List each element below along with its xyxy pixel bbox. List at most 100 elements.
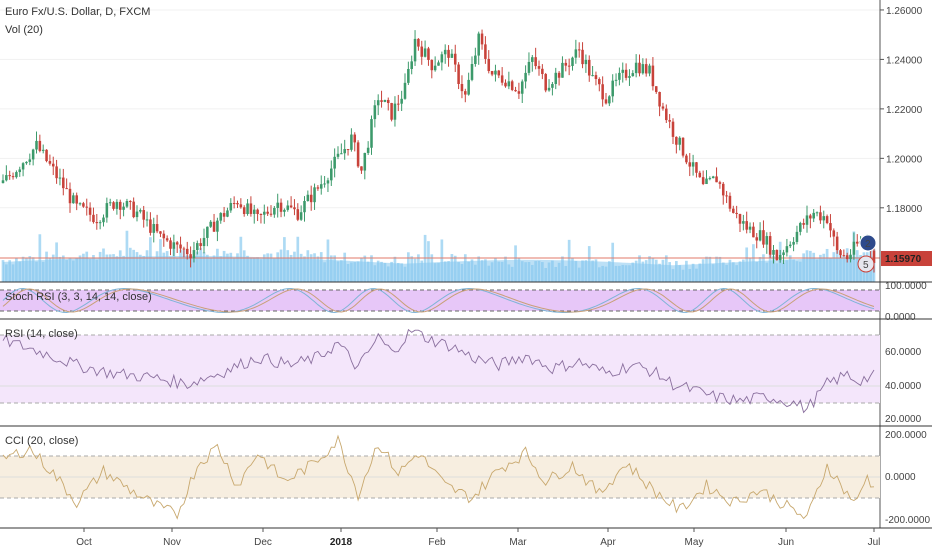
candle-body[interactable]	[88, 207, 92, 215]
candle-body[interactable]	[651, 65, 655, 87]
candle-body[interactable]	[266, 211, 269, 214]
candle-body[interactable]	[11, 176, 15, 178]
candle-body[interactable]	[561, 62, 564, 78]
candle-body[interactable]	[336, 153, 340, 157]
candle-body[interactable]	[263, 211, 266, 215]
candle-body[interactable]	[330, 168, 333, 181]
candle-body[interactable]	[360, 166, 363, 171]
candle-body[interactable]	[112, 202, 115, 209]
candle-body[interactable]	[175, 242, 179, 245]
candle-body[interactable]	[688, 162, 692, 167]
candle-body[interactable]	[21, 163, 25, 170]
candle-body[interactable]	[279, 202, 283, 212]
price-axis[interactable]: 1.26000 1.24000 1.22000 1.20000 1.18000	[880, 6, 923, 215]
candle-body[interactable]	[363, 152, 367, 171]
candle-body[interactable]	[668, 120, 671, 122]
candle-body[interactable]	[855, 241, 859, 244]
candle-body[interactable]	[507, 81, 511, 87]
candle-body[interactable]	[681, 137, 685, 156]
candle-body[interactable]	[356, 142, 360, 167]
candle-body[interactable]	[504, 82, 507, 87]
candle-body[interactable]	[410, 61, 413, 70]
candle-body[interactable]	[628, 76, 631, 78]
candle-body[interactable]	[105, 203, 109, 218]
candle-body[interactable]	[118, 201, 122, 210]
candle-body[interactable]	[162, 233, 166, 239]
candle-body[interactable]	[732, 208, 735, 213]
candle-body[interactable]	[202, 237, 206, 247]
candle-body[interactable]	[437, 62, 440, 66]
candle-body[interactable]	[165, 238, 169, 241]
candle-body[interactable]	[500, 75, 504, 83]
candle-body[interactable]	[547, 87, 551, 91]
candle-body[interactable]	[554, 72, 558, 85]
candle-body[interactable]	[45, 149, 48, 162]
candle-body[interactable]	[497, 70, 501, 76]
candle-body[interactable]	[1, 180, 5, 184]
candle-body[interactable]	[762, 230, 765, 245]
candle-body[interactable]	[849, 254, 852, 260]
candle-body[interactable]	[531, 57, 534, 62]
candle-body[interactable]	[206, 226, 209, 238]
candle-body[interactable]	[216, 220, 219, 232]
candle-body[interactable]	[386, 99, 390, 104]
candle-body[interactable]	[152, 224, 156, 233]
candle-body[interactable]	[598, 79, 601, 85]
candle-body[interactable]	[373, 105, 377, 120]
candle-body[interactable]	[142, 210, 145, 220]
main-pane[interactable]	[0, 0, 880, 282]
candle-body[interactable]	[179, 244, 182, 249]
candle-body[interactable]	[212, 221, 216, 232]
candle-body[interactable]	[125, 201, 129, 207]
candle-body[interactable]	[353, 134, 357, 143]
candle-body[interactable]	[819, 212, 822, 221]
candle-body[interactable]	[822, 216, 826, 221]
event-badge-bottom-icon[interactable]	[857, 255, 875, 273]
candle-body[interactable]	[671, 121, 675, 137]
candle-body[interactable]	[316, 187, 320, 189]
candle-body[interactable]	[252, 209, 256, 214]
candle-body[interactable]	[608, 96, 611, 104]
candle-body[interactable]	[323, 183, 326, 185]
candle-body[interactable]	[366, 147, 370, 153]
candle-body[interactable]	[400, 98, 403, 104]
candle-body[interactable]	[799, 223, 802, 232]
candle-body[interactable]	[222, 213, 226, 217]
candle-body[interactable]	[805, 215, 809, 225]
candle-body[interactable]	[721, 183, 725, 196]
candle-body[interactable]	[256, 209, 259, 215]
candle-body[interactable]	[571, 57, 574, 66]
candle-body[interactable]	[577, 49, 581, 51]
candle-body[interactable]	[242, 207, 246, 215]
candle-body[interactable]	[574, 49, 578, 58]
candle-body[interactable]	[276, 202, 279, 208]
candle-body[interactable]	[758, 230, 762, 241]
candle-body[interactable]	[35, 140, 38, 150]
candle-body[interactable]	[433, 65, 437, 71]
time-axis[interactable]: Oct Nov Dec 2018 Feb Mar Apr May Jun Jul	[76, 528, 880, 548]
candle-body[interactable]	[467, 79, 470, 95]
candle-body[interactable]	[390, 103, 393, 120]
candle-body[interactable]	[510, 81, 514, 90]
candle-body[interactable]	[829, 223, 832, 231]
candle-body[interactable]	[480, 33, 484, 45]
candle-body[interactable]	[587, 59, 591, 76]
candle-body[interactable]	[189, 254, 192, 259]
candle-body[interactable]	[624, 69, 628, 78]
candle-body[interactable]	[742, 221, 745, 224]
candle-body[interactable]	[711, 176, 715, 179]
candle-body[interactable]	[423, 48, 427, 57]
candle-body[interactable]	[313, 187, 316, 203]
candle-body[interactable]	[232, 203, 236, 205]
candle-body[interactable]	[788, 244, 792, 247]
candle-body[interactable]	[638, 62, 641, 74]
candle-body[interactable]	[417, 38, 420, 47]
candle-body[interactable]	[82, 203, 85, 207]
candle-body[interactable]	[427, 48, 430, 60]
candle-body[interactable]	[239, 204, 243, 208]
candle-body[interactable]	[527, 61, 531, 73]
candle-body[interactable]	[872, 250, 876, 263]
candle-body[interactable]	[403, 82, 407, 99]
candle-body[interactable]	[735, 212, 738, 214]
candle-body[interactable]	[745, 221, 748, 230]
